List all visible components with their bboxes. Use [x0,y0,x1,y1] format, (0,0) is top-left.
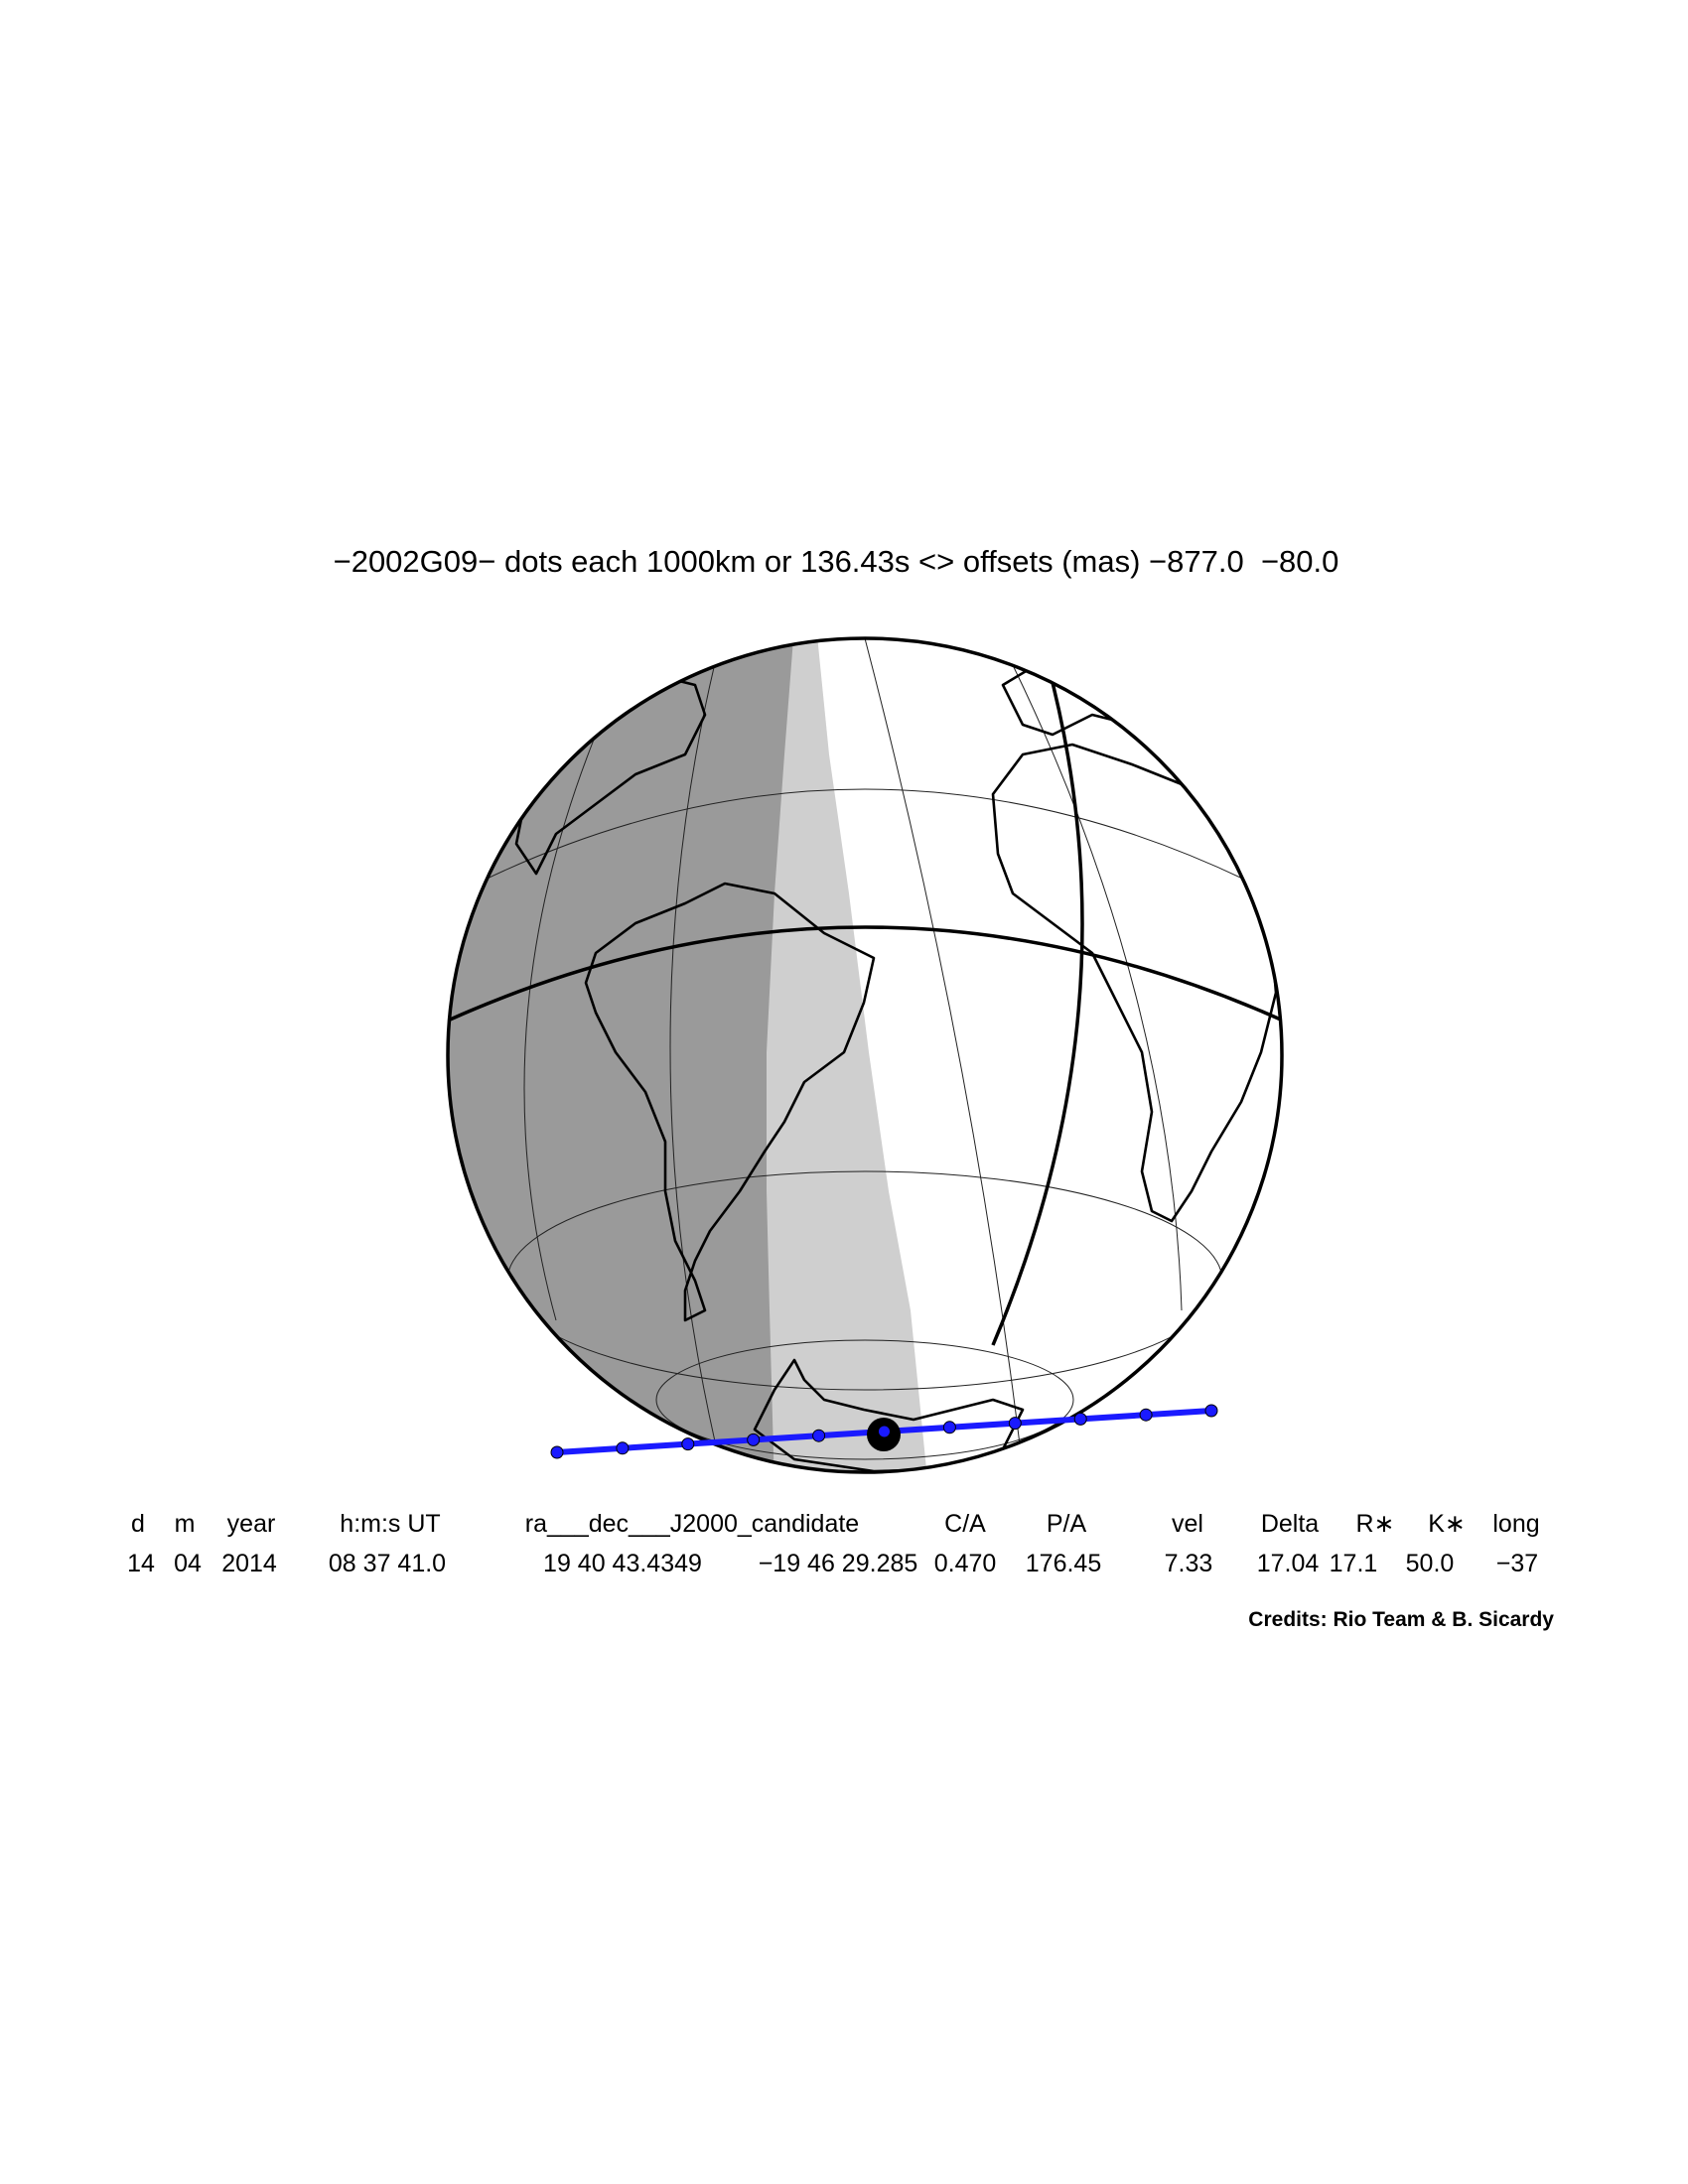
column-header: C/A [944,1510,986,1538]
track-dot [1008,1417,1022,1431]
column-header: P/A [1047,1510,1087,1538]
table-cell: 14 [127,1550,155,1577]
column-header: vel [1172,1510,1203,1538]
column-header: Delta [1261,1510,1319,1538]
globe [448,638,1282,1472]
column-header: d [131,1510,145,1538]
track-dot [550,1445,564,1459]
south-america [584,882,876,1322]
track-dot [812,1429,826,1442]
track-dot [878,1425,891,1438]
column-header: m [175,1510,196,1538]
table-cell: 176.45 [1026,1550,1101,1577]
globe-outline [446,636,1284,1474]
column-header: K∗ [1428,1510,1466,1538]
table-cell: 50.0 [1406,1550,1455,1577]
track-dot [1139,1408,1153,1422]
column-header: long [1492,1510,1539,1538]
table-cell: 04 [174,1550,202,1577]
column-header: h:m:s UT [340,1510,440,1538]
map-title: −2002G09− dots each 1000km or 136.43s <>… [334,544,1339,579]
occultation-track [550,1404,1218,1459]
africa [991,743,1278,1223]
table-cell: 17.1 [1330,1550,1378,1577]
column-header: R∗ [1355,1510,1394,1538]
track-dot [681,1437,695,1451]
table-cell: 19 40 43.4349 [543,1550,702,1577]
table-cell: −19 46 29.285 [759,1550,918,1577]
credits: Credits: Rio Team & B. Sicardy [1248,1608,1554,1631]
event-table: d m year h:m:s UT ra___dec___J2000_candidate… [127,1510,1540,1577]
table-cell: 0.470 [934,1550,997,1577]
column-header: year [227,1510,276,1538]
track-dot [1073,1412,1087,1426]
track-dot [942,1421,956,1434]
column-header: ra___dec___J2000_candidate [525,1510,859,1538]
table-cell: 2014 [221,1550,277,1577]
night-zone [448,638,794,1472]
track-dot [1204,1404,1218,1418]
table-cell: 17.04 [1257,1550,1320,1577]
track-dot [616,1441,630,1455]
table-cell: 08 37 41.0 [329,1550,446,1577]
table-cell: 7.33 [1165,1550,1213,1577]
table-cell: −37 [1496,1550,1538,1577]
track-dot [747,1433,761,1446]
